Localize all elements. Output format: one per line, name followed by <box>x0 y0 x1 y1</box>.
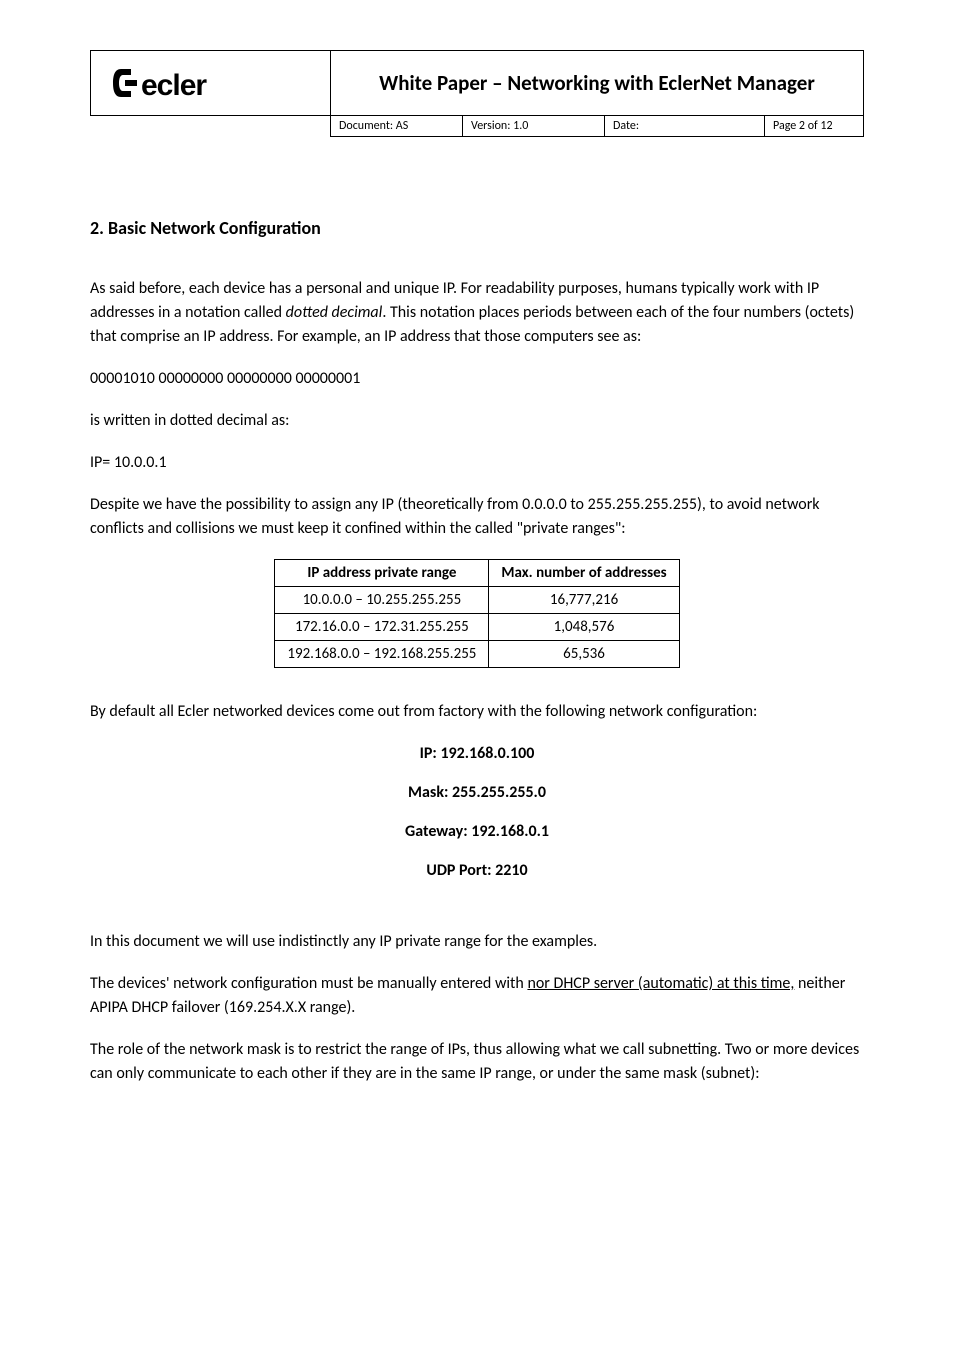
paragraph-1: As said before, each device has a person… <box>90 277 864 349</box>
ecler-logo: ecler <box>111 61 311 105</box>
default-ip: IP: 192.168.0.100 <box>90 744 864 763</box>
doc-meta-row: Document: AS Version: 1.0 Date: Page 2 o… <box>330 116 864 137</box>
para1-italic: dotted decimal <box>286 303 383 322</box>
default-gateway: Gateway: 192.168.0.1 <box>90 822 864 841</box>
paragraph-6: The devices' network configuration must … <box>90 972 864 1020</box>
table-cell-max: 1,048,576 <box>489 614 679 641</box>
table-cell-range: 172.16.0.0 – 172.31.255.255 <box>275 614 489 641</box>
meta-page: Page 2 of 12 <box>765 116 863 136</box>
paragraph-5: In this document we will use indistinctl… <box>90 930 864 954</box>
logo-cell: ecler <box>91 51 331 115</box>
table-cell-max: 16,777,216 <box>489 587 679 614</box>
meta-version: Version: 1.0 <box>463 116 605 136</box>
svg-text:ecler: ecler <box>141 69 207 102</box>
meta-document: Document: AS <box>331 116 463 136</box>
doc-title: White Paper – Networking with EclerNet M… <box>331 51 863 115</box>
ip-example: IP= 10.0.0.1 <box>90 451 864 475</box>
paragraph-7: The role of the network mask is to restr… <box>90 1038 864 1086</box>
binary-line: 00001010 00000000 00000000 00000001 <box>90 367 864 391</box>
paragraph-4: By default all Ecler networked devices c… <box>90 700 864 724</box>
meta-date: Date: <box>605 116 765 136</box>
table-header-range: IP address private range <box>275 560 489 587</box>
table-cell-max: 65,536 <box>489 641 679 668</box>
paragraph-2: is written in dotted decimal as: <box>90 409 864 433</box>
default-port: UDP Port: 2210 <box>90 861 864 880</box>
table-cell-range: 10.0.0.0 – 10.255.255.255 <box>275 587 489 614</box>
table-header-max: Max. number of addresses <box>489 560 679 587</box>
table-header-row: IP address private range Max. number of … <box>275 560 679 587</box>
table-cell-range: 192.168.0.0 – 192.168.255.255 <box>275 641 489 668</box>
section-title: Basic Network Configuration <box>108 217 321 239</box>
ip-range-table: IP address private range Max. number of … <box>274 559 679 668</box>
doc-header: ecler White Paper – Networking with Ecle… <box>90 50 864 137</box>
section-number: 2. <box>90 217 104 239</box>
table-row: 192.168.0.0 – 192.168.255.255 65,536 <box>275 641 679 668</box>
table-row: 172.16.0.0 – 172.31.255.255 1,048,576 <box>275 614 679 641</box>
para6a-text: The devices' network configuration must … <box>90 974 527 993</box>
para6-underline: nor DHCP server (automatic) at this time… <box>527 974 794 993</box>
default-mask: Mask: 255.255.255.0 <box>90 783 864 802</box>
paragraph-3: Despite we have the possibility to assig… <box>90 493 864 541</box>
section-heading: 2. Basic Network Configuration <box>90 217 864 239</box>
table-row: 10.0.0.0 – 10.255.255.255 16,777,216 <box>275 587 679 614</box>
